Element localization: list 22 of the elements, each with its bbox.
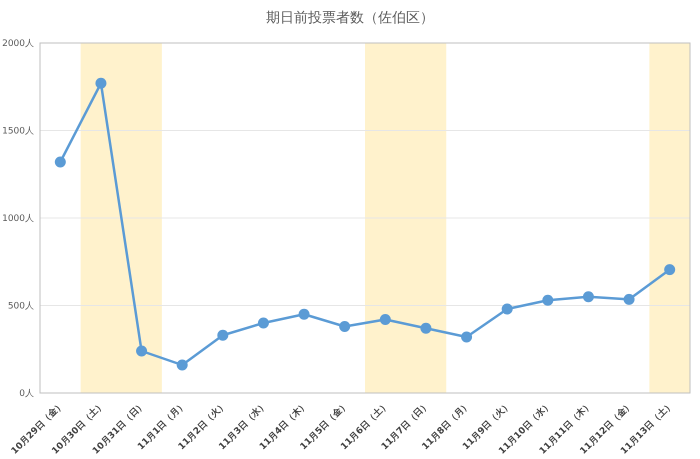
y-tick-label: 500人 (8, 300, 34, 312)
point (54, 156, 66, 168)
point (502, 304, 513, 314)
point (258, 318, 269, 328)
point (380, 314, 391, 325)
point (420, 322, 432, 334)
point (542, 294, 554, 306)
point (664, 264, 676, 276)
point (217, 330, 228, 341)
chart-title: 期日前投票者数（佐伯区） (266, 10, 434, 26)
point (136, 346, 148, 356)
point (582, 291, 594, 302)
point (95, 78, 106, 89)
y-tick-label: 0人 (19, 388, 34, 399)
point (298, 308, 310, 320)
point (461, 332, 472, 342)
y-tick-label: 1000人 (2, 213, 34, 224)
point (176, 360, 188, 370)
point (624, 294, 635, 305)
point (339, 321, 350, 332)
y-tick-label: 1500人 (2, 126, 34, 136)
y-tick-label: 2000人 (2, 38, 34, 49)
